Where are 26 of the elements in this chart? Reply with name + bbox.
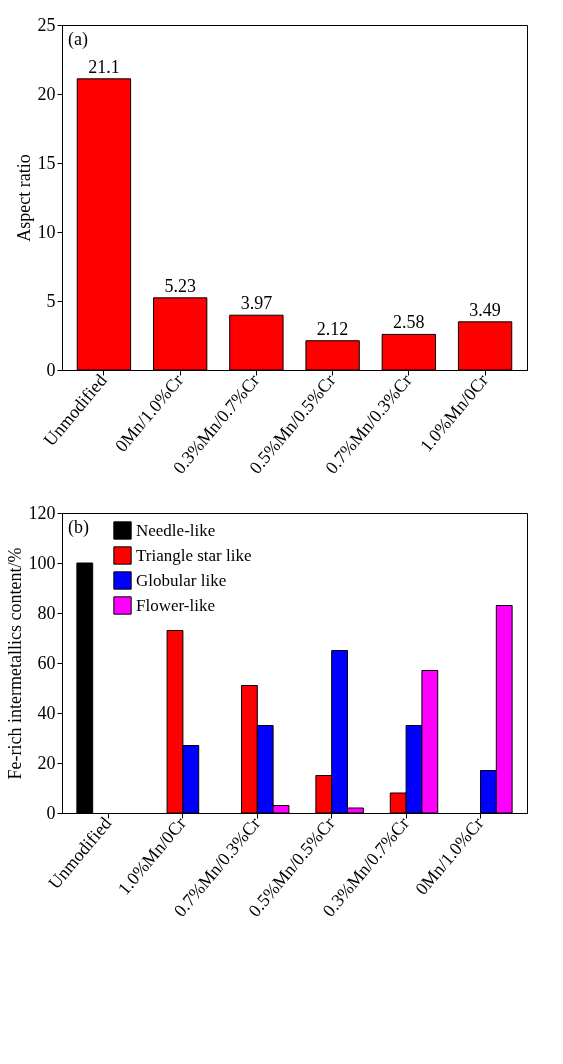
annotation: (b) — [68, 517, 89, 538]
y-tick-label: 15 — [37, 152, 56, 173]
y-tick-label: 120 — [28, 502, 56, 523]
y-tick-label: 20 — [37, 83, 56, 104]
y-axis-title: Aspect ratio — [13, 154, 34, 242]
y-tick-label: 25 — [37, 14, 56, 35]
y-tick-label: 5 — [46, 290, 56, 311]
data-label: 2.12 — [316, 318, 349, 339]
y-tick-label: 80 — [37, 602, 56, 623]
legend-label: Flower-like — [136, 595, 215, 615]
annotation: (a) — [68, 29, 88, 50]
y-tick-label: 40 — [37, 702, 56, 723]
y-axis-title: Fe-rich intermetallics content/% — [4, 547, 25, 780]
y-tick-label: 20 — [37, 752, 56, 773]
y-tick-label: 10 — [37, 221, 56, 242]
data-label: 5.23 — [164, 275, 196, 296]
y-tick-label: 100 — [28, 552, 56, 573]
y-tick-label: 0 — [46, 802, 56, 823]
data-label: 3.49 — [469, 299, 501, 320]
data-label: 2.58 — [393, 312, 425, 333]
legend-label: Needle-like — [136, 520, 216, 540]
legend-label: Triangle star like — [136, 545, 252, 565]
data-label: 3.97 — [240, 293, 273, 314]
y-tick-label: 60 — [37, 652, 56, 673]
legend-label: Globular like — [136, 570, 227, 590]
data-label: 21.1 — [88, 56, 120, 77]
